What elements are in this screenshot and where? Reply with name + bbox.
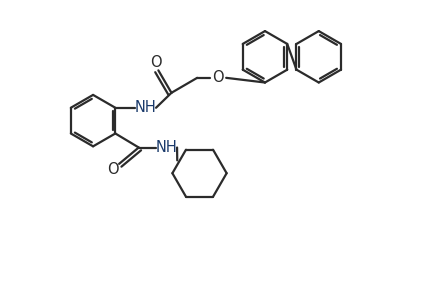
Text: NH: NH — [135, 100, 157, 115]
Text: NH: NH — [156, 140, 178, 155]
Text: O: O — [150, 55, 161, 70]
Text: O: O — [107, 162, 119, 177]
Text: O: O — [212, 70, 224, 85]
